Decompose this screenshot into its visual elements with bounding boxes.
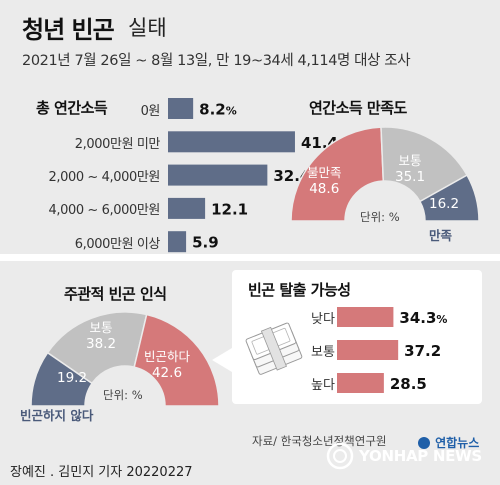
income-bar [168, 131, 295, 153]
sat-label-dissatisfied: 불만족 48.6 [307, 164, 342, 198]
income-unit-label: % [226, 105, 237, 118]
sat-satisfied-name: 만족 [429, 228, 453, 243]
satisfaction-slice [290, 126, 385, 222]
sat-dissatisfied-name: 불만족 [307, 165, 342, 180]
byline: 장예진 . 김민지 기자 20220227 [10, 465, 193, 480]
sat-label-normal: 보통 35.1 [395, 152, 425, 186]
escape-chart-title: 빈곤 탈출 가능성 [248, 281, 351, 299]
escape-value-label: 34.3% [399, 309, 447, 327]
income-value-label: 8.2% [199, 101, 237, 119]
sat-unit-label: 단위: % [360, 210, 400, 224]
source-credit: 자료/ 한국청소년정책연구원 [252, 434, 387, 448]
income-value-label: 12.1 [211, 200, 248, 218]
income-category-label: 6,000만원 이상 [74, 236, 161, 252]
escape-category-label: 낮다 [311, 312, 335, 327]
income-category-label: 0원 [140, 103, 161, 119]
page-title-suffix: 실태 [128, 16, 167, 40]
income-bar [168, 98, 194, 119]
pov-label-poor: 빈곤하다 42.6 [144, 348, 190, 382]
agency-english-name: YONHAP NEWS [359, 447, 482, 465]
escape-bar [337, 340, 399, 360]
yonhap-watermark [326, 442, 354, 470]
agency-name: 연합뉴스 [435, 436, 480, 450]
pov-normal-name: 보통 [89, 320, 113, 335]
pov-not-poor-name: 빈곤하지 않다 [20, 408, 94, 423]
watermark: YONHAP NEWS [325, 441, 500, 475]
survey-note: 2021년 7월 26일 ~ 8월 13일, 만 19~34세 4,114명 대… [22, 53, 411, 69]
sat-dissatisfied-value: 48.6 [309, 181, 340, 197]
income-bar [168, 164, 268, 186]
poverty-slice [133, 313, 220, 407]
poverty-chart-title: 주관적 빈곤 인식 [64, 285, 167, 303]
agency-logo: 연합뉴스 [418, 432, 479, 451]
income-value-label: 5.9 [192, 234, 219, 252]
satisfaction-chart-title: 연간소득 만족도 [309, 99, 407, 117]
pov-poor-value: 42.6 [151, 365, 183, 381]
sat-satisfied-value: 16.2 [429, 196, 460, 212]
escape-bar [337, 307, 394, 327]
sat-normal-value: 35.1 [395, 169, 426, 185]
escape-unit-label: % [436, 313, 447, 326]
sat-satisfied-value-wrap: 16.2 [429, 196, 459, 213]
income-bar [168, 231, 187, 253]
income-category-label: 2,000 ~ 4,000만원 [48, 170, 160, 186]
escape-bar [337, 373, 384, 393]
escape-value-label: 28.5 [390, 375, 427, 393]
pov-label-normal: 보통 38.2 [86, 319, 116, 353]
pov-normal-value: 38.2 [86, 336, 117, 352]
pov-unit-label: 단위: % [103, 388, 143, 402]
income-category-label: 4,000 ~ 6,000만원 [48, 203, 160, 219]
page-title: 청년 빈곤 [22, 16, 115, 44]
income-category-label: 2,000만원 미만 [74, 136, 161, 152]
income-bar [168, 197, 206, 219]
callout-pointer [212, 348, 232, 372]
escape-category-label: 높다 [311, 378, 335, 393]
section-divider [0, 254, 500, 261]
pov-not-poor-value: 19.2 [57, 370, 88, 386]
escape-value-label: 37.2 [404, 342, 441, 360]
satisfaction-slice [418, 174, 480, 222]
globe-icon [418, 437, 430, 449]
income-chart-title: 총 연간소득 [36, 99, 108, 117]
pov-not-poor-value-wrap: 19.2 [57, 370, 87, 387]
escape-category-label: 보통 [311, 345, 335, 360]
sat-normal-name: 보통 [398, 153, 422, 168]
pov-poor-name: 빈곤하다 [144, 349, 191, 364]
